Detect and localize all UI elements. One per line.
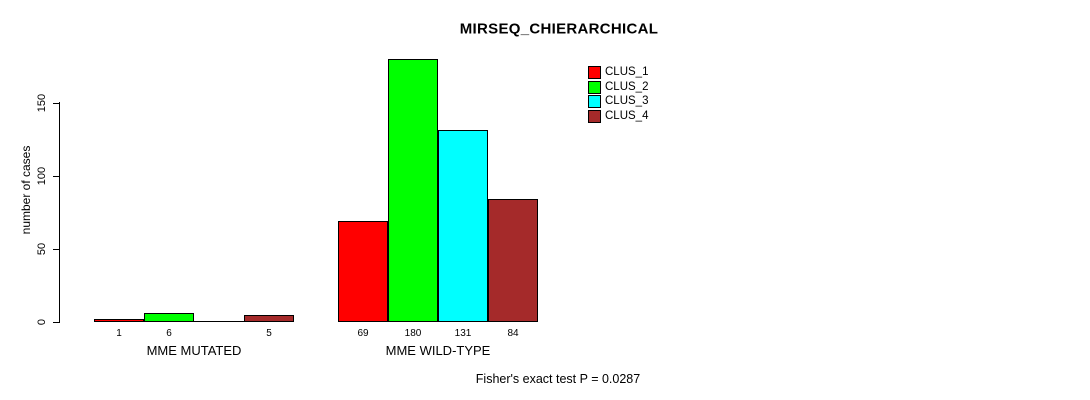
y-axis-line [59,102,60,323]
legend-label: CLUS_1 [605,66,649,78]
y-tick [53,322,59,323]
bar-value-label: 1 [116,328,122,339]
y-tick-label: 100 [36,166,48,186]
bar-value-label: 69 [357,328,369,339]
bar-clus_4 [488,199,538,322]
y-tick [53,176,59,177]
bar-clus_2 [388,59,438,322]
legend-label: CLUS_2 [605,80,649,93]
bar-value-label: 5 [266,328,272,339]
bar-clus_1 [338,221,388,322]
bar-clus_1 [94,319,144,322]
chart-title: MIRSEQ_CHIERARCHICAL [459,20,659,38]
bar-value-label: 131 [454,328,472,339]
y-tick-label: 0 [36,318,48,326]
legend-swatch [588,66,601,79]
legend-label: CLUS_4 [605,109,649,122]
legend-swatch [588,80,601,94]
legend-swatch [588,109,601,123]
bar-clus_3 [194,321,244,322]
x-group-label: MME MUTATED [146,343,242,358]
y-tick-label: 50 [36,242,48,256]
legend-label: CLUS_3 [605,95,649,108]
y-axis-label: number of cases [19,145,33,235]
legend-swatch [588,95,601,109]
bar-value-label: 84 [507,328,519,339]
x-group-label: MME WILD-TYPE [385,343,491,358]
bar-value-label: 180 [404,328,422,339]
annotation-text: Fisher's exact test P = 0.0287 [475,372,641,386]
y-tick-label: 150 [36,93,48,113]
bar-clus_2 [144,313,194,322]
bar-clus_3 [438,130,488,322]
y-tick [53,249,59,250]
bar-value-label: 6 [166,328,172,339]
y-tick [53,103,59,104]
bar-clus_4 [244,315,294,322]
